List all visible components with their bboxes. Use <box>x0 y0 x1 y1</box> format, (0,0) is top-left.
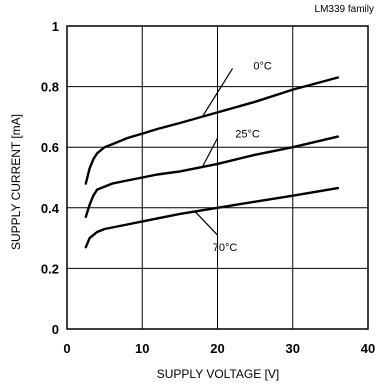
annotation-leader <box>201 137 219 168</box>
annotation-leader <box>201 68 234 117</box>
x-tick-label: 40 <box>361 341 375 356</box>
grid <box>67 26 368 329</box>
x-tick-label: 30 <box>286 341 300 356</box>
y-tick-label: 1 <box>52 19 59 34</box>
series-line <box>84 186 340 249</box>
annotation-leader <box>194 211 218 236</box>
x-tick-label: 0 <box>63 341 70 356</box>
y-tick-label: 0.4 <box>41 201 60 216</box>
y-tick-labels: 0 0.2 0.4 0.6 0.8 1 <box>41 19 60 337</box>
annotation-label: 70°C <box>213 242 238 254</box>
y-axis-label: SUPPLY CURRENT [mA] <box>9 114 23 250</box>
y-tick-label: 0.6 <box>41 140 59 155</box>
chart-title: LM339 family <box>315 4 374 15</box>
annotations-group: 0°C 25°C 70°C <box>194 60 272 254</box>
plot-frame <box>66 25 369 330</box>
annotation-label: 0°C <box>253 60 272 72</box>
y-tick-label: 0.2 <box>41 261 59 276</box>
y-tick-label: 0.8 <box>41 80 59 95</box>
series-line <box>84 135 340 219</box>
annotation-label: 25°C <box>235 129 260 141</box>
y-tick-label: 0 <box>52 322 59 337</box>
x-tick-label: 10 <box>135 341 149 356</box>
x-tick-label: 20 <box>210 341 224 356</box>
x-axis-label: SUPPLY VOLTAGE [V] <box>157 367 280 381</box>
series-group <box>84 76 340 249</box>
x-tick-labels: 0 10 20 30 40 <box>63 341 375 356</box>
series-line <box>84 76 340 185</box>
